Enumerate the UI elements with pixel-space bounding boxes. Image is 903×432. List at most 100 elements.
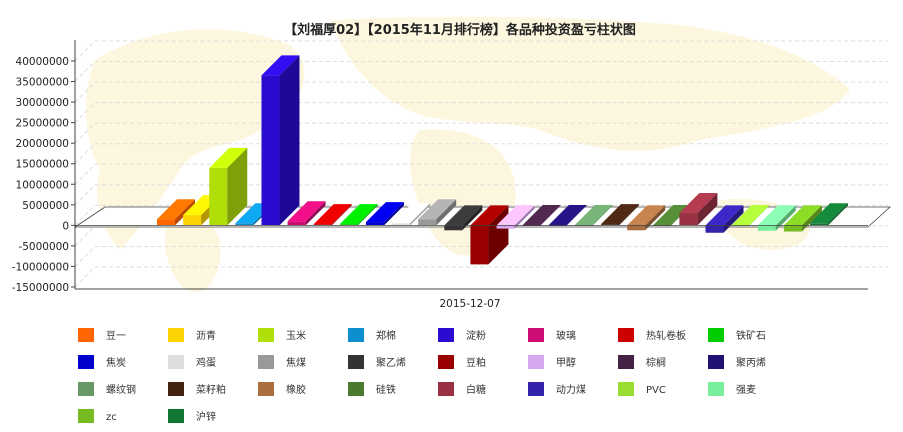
bar-side xyxy=(697,193,718,226)
legend-item[interactable]: 动力煤 xyxy=(528,382,586,396)
y-axis-ticks: 40000000 35000000 30000000 25000000 20000000… xyxy=(12,56,75,294)
legend-label: 聚乙烯 xyxy=(376,356,406,369)
legend-label: 豆一 xyxy=(106,330,126,342)
bar-强麦 xyxy=(757,205,796,231)
bar-top xyxy=(496,205,535,226)
y-tick-label: 15000000 xyxy=(16,159,69,171)
legend-label: 豆粕 xyxy=(466,356,486,369)
legend-swatch xyxy=(258,328,274,342)
legend-swatch xyxy=(438,382,454,396)
legend-label: 热轧卷板 xyxy=(646,329,686,342)
bar-top xyxy=(522,204,561,225)
legend-item[interactable]: 白糖 xyxy=(438,382,486,396)
legend-item[interactable]: 聚乙烯 xyxy=(348,355,406,369)
legend-item[interactable]: 焦煤 xyxy=(258,355,306,369)
grid-line-diagonal xyxy=(74,163,96,185)
legend-label: 玉米 xyxy=(286,329,306,342)
legend-swatch xyxy=(348,382,364,396)
legend-item[interactable]: 热轧卷板 xyxy=(618,328,686,342)
legend-item[interactable]: 玉米 xyxy=(258,328,306,342)
legend-item[interactable]: 菜籽粕 xyxy=(168,382,226,396)
legend-label: 郑棉 xyxy=(376,329,396,342)
bar-橡胶 xyxy=(627,205,666,231)
y-tick-label: 20000000 xyxy=(16,138,69,150)
bar-动力煤 xyxy=(705,205,744,233)
legend-swatch xyxy=(618,355,634,369)
legend-item[interactable]: 甲醇 xyxy=(528,355,576,369)
legend-swatch xyxy=(708,328,724,342)
legend-item[interactable]: 郑棉 xyxy=(348,328,396,342)
legend-item[interactable]: 螺纹钢 xyxy=(78,382,136,396)
bar-top xyxy=(810,203,848,224)
legend-swatch xyxy=(348,355,364,369)
bar-side xyxy=(279,55,300,226)
y-tick-label: -15000000 xyxy=(12,282,69,294)
bar-top xyxy=(601,204,640,225)
bar-铁矿石 xyxy=(339,204,378,226)
bar-top xyxy=(287,201,326,222)
legend-swatch xyxy=(348,328,364,342)
bar-side xyxy=(828,203,848,226)
bar-焦煤 xyxy=(418,199,457,226)
legend-item[interactable]: 豆一 xyxy=(78,328,126,342)
bar-front xyxy=(783,225,802,232)
legend-label: 橡胶 xyxy=(286,383,306,396)
legend-item[interactable]: 沥青 xyxy=(168,328,216,342)
bar-top xyxy=(365,202,404,223)
legend-item[interactable]: 鸡蛋 xyxy=(168,355,216,369)
grid-line-diagonal xyxy=(74,122,96,144)
legend-item[interactable]: PVC xyxy=(618,382,666,396)
legend-item[interactable]: 玻璃 xyxy=(528,328,576,342)
bar-top xyxy=(392,203,431,224)
legend-label: 聚丙烯 xyxy=(736,356,766,369)
legend-swatch xyxy=(438,328,454,342)
y-tick-label: 25000000 xyxy=(16,118,69,130)
bar-side xyxy=(619,204,640,226)
legend-swatch xyxy=(78,328,94,342)
legend-item[interactable]: 硅铁 xyxy=(348,382,396,396)
legend-item[interactable]: 沪锌 xyxy=(168,409,216,423)
legend-item[interactable]: 强麦 xyxy=(708,382,756,396)
legend-item[interactable]: 聚丙烯 xyxy=(708,355,766,369)
y-tick-label: 5000000 xyxy=(22,200,69,212)
legend-item[interactable]: 棕榈 xyxy=(618,355,666,369)
bar-top xyxy=(209,147,248,168)
bar-甲醇 xyxy=(496,205,535,229)
grid-line-diagonal xyxy=(74,61,96,82)
legend-item[interactable]: 焦炭 xyxy=(78,355,126,369)
grid-line-diagonal xyxy=(74,205,96,226)
bar-front xyxy=(679,213,698,226)
bar-group xyxy=(75,55,868,265)
legend-item[interactable]: 豆粕 xyxy=(438,355,486,369)
bar-淀粉 xyxy=(261,55,300,226)
bar-front xyxy=(496,225,515,229)
bar-top xyxy=(574,204,613,225)
legend-label: 螺纹钢 xyxy=(106,383,136,396)
legend-item[interactable]: 橡胶 xyxy=(258,382,306,396)
grid-line-diagonal xyxy=(74,143,96,165)
legend-swatch xyxy=(618,382,634,396)
bar-豆一 xyxy=(157,199,195,226)
bar-front xyxy=(810,223,828,226)
legend-label: 焦煤 xyxy=(286,356,306,369)
bar-side xyxy=(357,204,378,226)
y-tick-label: 35000000 xyxy=(16,77,69,89)
bar-front xyxy=(287,221,306,226)
legend-swatch xyxy=(258,355,274,369)
bar-top xyxy=(757,205,796,226)
bar-side xyxy=(592,204,613,226)
legend-swatch xyxy=(78,409,94,423)
bar-side xyxy=(305,201,326,226)
bar-side xyxy=(723,205,744,233)
legend-label: PVC xyxy=(646,385,666,396)
legend-item[interactable]: zc xyxy=(78,409,117,423)
legend-label: 动力煤 xyxy=(556,383,586,396)
legend-item[interactable]: 铁矿石 xyxy=(708,328,766,342)
grid-line-diagonal xyxy=(74,246,96,267)
bar-top xyxy=(444,205,483,226)
legend-item[interactable]: 淀粉 xyxy=(438,328,486,342)
bar-沪锌 xyxy=(810,203,848,226)
legend-label: 玻璃 xyxy=(556,329,576,342)
legend-label: 硅铁 xyxy=(376,383,396,396)
